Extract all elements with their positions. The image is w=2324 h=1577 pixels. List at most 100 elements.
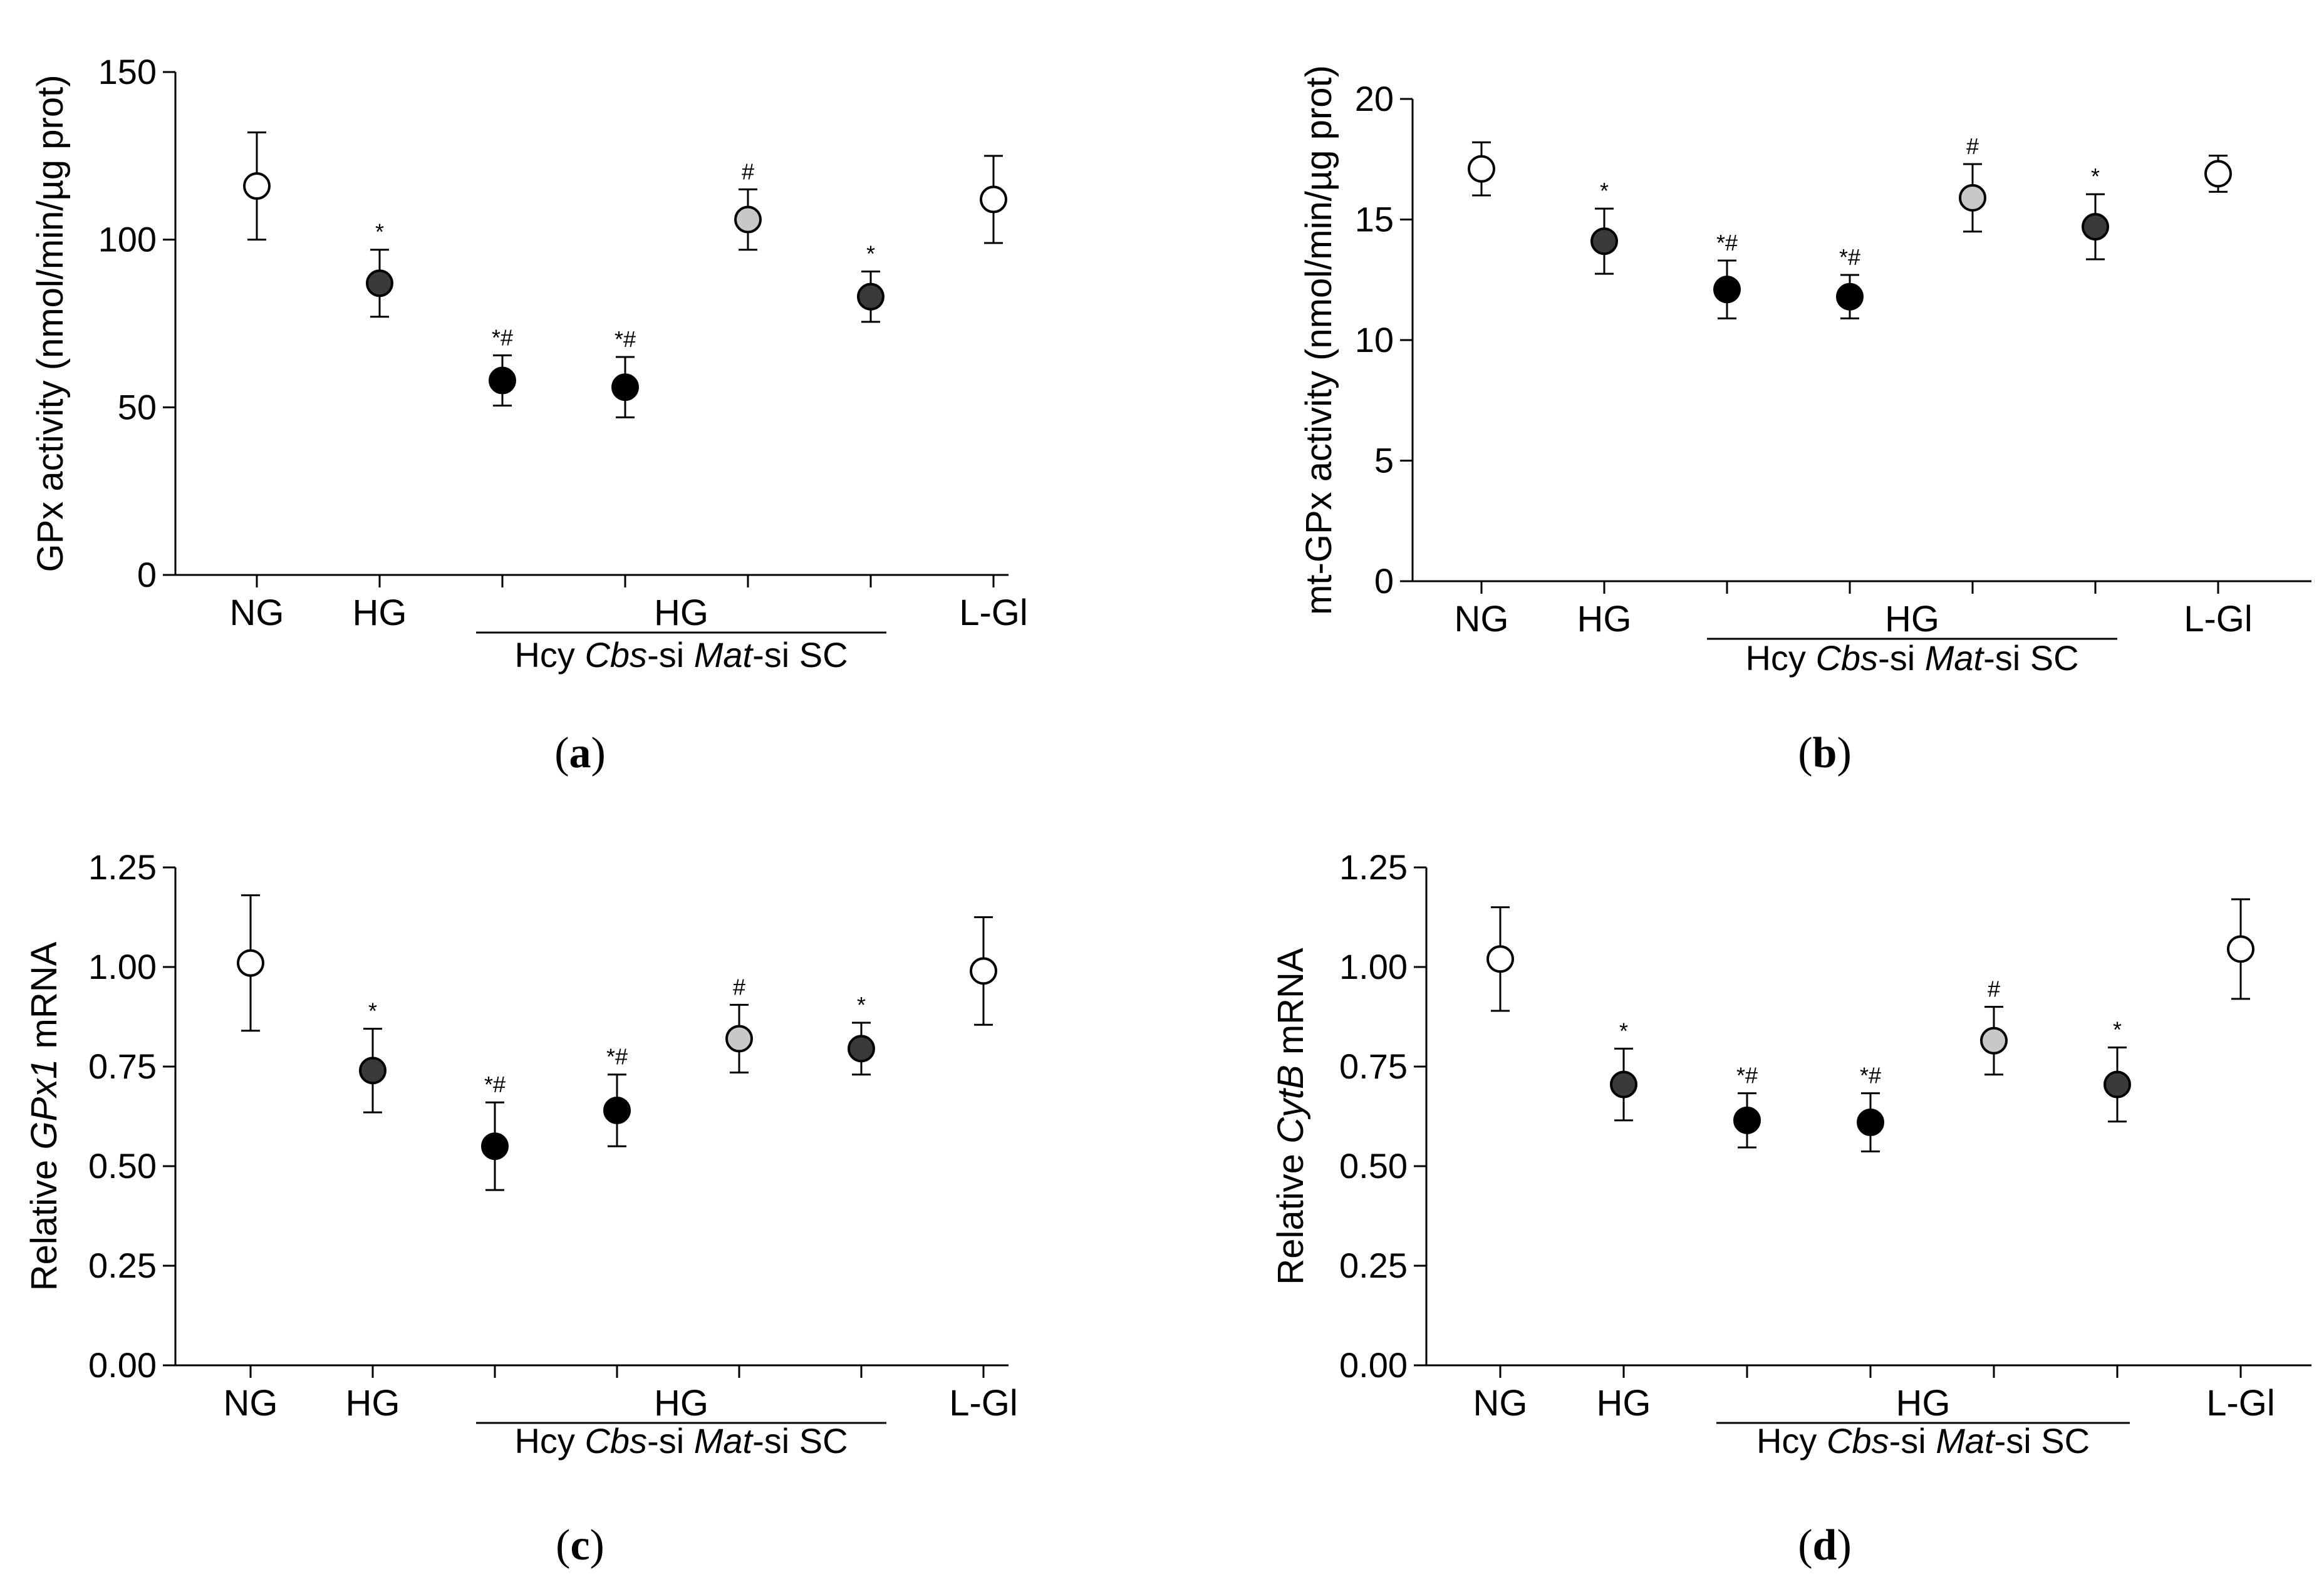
significance-mark: *# — [1716, 230, 1738, 256]
data-point — [489, 366, 516, 395]
y-tick-label: 20 — [1355, 79, 1394, 118]
panel-a: 0 50 100 150 NG HG HG L-Gl Hcy Cbs-si Mat-si SC G… — [30, 52, 1028, 675]
significance-mark: *# — [1860, 1063, 1881, 1088]
significance-mark: # — [1966, 133, 1979, 159]
data-point — [611, 373, 639, 401]
significance-mark: *# — [484, 1072, 506, 1097]
x-group-label: HG — [353, 592, 407, 633]
significance-mark: *# — [1839, 244, 1860, 270]
data-point — [2082, 213, 2109, 241]
x-group-label: NG — [1473, 1383, 1528, 1424]
significance-mark: * — [2091, 163, 2100, 189]
data-point — [1590, 227, 1618, 256]
x-group-label: HG — [1597, 1383, 1651, 1424]
y-tick-label: 0.25 — [1339, 1246, 1408, 1285]
panel-b: 0 5 10 15 20 NG HG HG L-Gl Hcy Cbs-si Mat-si SC mt… — [1299, 65, 2311, 678]
significance-mark: * — [857, 992, 866, 1018]
y-tick-label: 1.25 — [1339, 847, 1408, 887]
y-tick-label: 0.75 — [1339, 1047, 1408, 1086]
y-tick-label: 0.00 — [88, 1345, 157, 1385]
data-point — [366, 269, 393, 297]
x-group-label: HG — [1577, 599, 1632, 639]
data-point — [857, 282, 884, 311]
caption-a: (a) — [554, 729, 606, 777]
x-group-label: HG — [346, 1383, 400, 1424]
y-tick-label: 1.00 — [1339, 947, 1408, 986]
data-point — [1468, 155, 1495, 183]
significance-mark: *# — [1736, 1063, 1758, 1088]
y-tick-label: 0 — [1374, 561, 1394, 601]
y-axis-label: Relative GPx1 mRNA — [24, 941, 65, 1291]
significance-mark: # — [742, 158, 754, 184]
data-point — [481, 1132, 509, 1161]
data-point — [970, 957, 997, 985]
data-point — [734, 205, 762, 234]
y-axis-label: mt-GPx activity (nmol/min/µg prot) — [1299, 65, 1339, 615]
data-point — [1959, 184, 1986, 212]
y-axis-label: GPx activity (nmol/min/µg prot) — [30, 75, 71, 572]
y-tick-label: 0 — [137, 555, 157, 594]
significance-mark: *# — [492, 324, 513, 350]
panel-c: 0.00 0.25 0.50 0.75 1.00 1.25 NG HG HG L-Gl Hcy Cb… — [24, 847, 1018, 1461]
data-point — [243, 172, 271, 200]
significance-mark: * — [1600, 178, 1609, 204]
x-group-label: HG — [654, 1383, 708, 1424]
data-point — [237, 949, 264, 977]
panel-d: 0.00 0.25 0.50 0.75 1.00 1.25 NG HG HG L-Gl Hcy Cb… — [1270, 847, 2311, 1461]
significance-mark: *# — [615, 326, 636, 352]
y-tick-label: 100 — [98, 220, 157, 259]
data-point — [359, 1057, 386, 1085]
x-group-label: HG — [1896, 1383, 1951, 1424]
x-group-label: NG — [230, 592, 284, 633]
y-tick-label: 0.50 — [88, 1146, 157, 1186]
data-point — [1486, 945, 1514, 973]
y-tick-label: 0.50 — [1339, 1146, 1408, 1186]
y-tick-label: 15 — [1355, 200, 1394, 239]
y-axis-label: Relative CytB mRNA — [1270, 948, 1311, 1285]
x-sub-labels: Hcy Cbs-si Mat-si SC — [1756, 1421, 2090, 1461]
x-group-label: L-Gl — [959, 592, 1028, 633]
significance-mark: # — [733, 974, 745, 1000]
significance-mark: *# — [606, 1044, 628, 1070]
x-group-label: NG — [224, 1383, 278, 1424]
data-point — [1980, 1026, 2008, 1055]
data-point — [1713, 276, 1741, 304]
y-tick-label: 1.00 — [88, 947, 157, 986]
y-tick-label: 0.00 — [1339, 1345, 1408, 1385]
caption-b: (b) — [1798, 729, 1852, 777]
significance-mark: # — [1988, 976, 2000, 1002]
data-point — [2227, 935, 2254, 963]
caption-d: (d) — [1798, 1521, 1852, 1569]
significance-mark: * — [368, 998, 377, 1024]
x-group-label: L-Gl — [949, 1383, 1018, 1424]
y-tick-label: 5 — [1374, 441, 1394, 480]
y-tick-label: 1.25 — [88, 847, 157, 887]
y-tick-label: 150 — [98, 52, 157, 91]
x-group-label: L-Gl — [2184, 599, 2253, 639]
significance-mark: * — [866, 241, 875, 267]
x-group-label: L-Gl — [2206, 1383, 2275, 1424]
y-tick-label: 50 — [118, 387, 157, 427]
data-point — [725, 1025, 753, 1053]
x-sub-labels: Hcy Cbs-si Mat-si SC — [1745, 638, 2078, 678]
y-tick-label: 0.25 — [88, 1246, 157, 1285]
data-point — [1610, 1070, 1637, 1099]
data-point — [2104, 1070, 2131, 1099]
significance-mark: * — [2113, 1016, 2122, 1042]
y-tick-label: 10 — [1355, 320, 1394, 359]
x-group-label: HG — [654, 592, 708, 633]
x-sub-labels: Hcy Cbs-si Mat-si SC — [514, 1421, 848, 1461]
x-group-label: HG — [1885, 599, 1939, 639]
data-point — [1836, 282, 1864, 311]
data-point — [980, 185, 1007, 214]
x-sub-labels: Hcy Cbs-si Mat-si SC — [514, 635, 848, 675]
x-group-label: NG — [1455, 599, 1509, 639]
data-point — [848, 1035, 875, 1063]
caption-c: (c) — [556, 1521, 604, 1569]
significance-mark: * — [1619, 1018, 1628, 1043]
significance-mark: * — [375, 219, 384, 245]
y-tick-label: 0.75 — [88, 1047, 157, 1086]
data-point — [603, 1096, 631, 1124]
data-point — [1857, 1109, 1884, 1137]
